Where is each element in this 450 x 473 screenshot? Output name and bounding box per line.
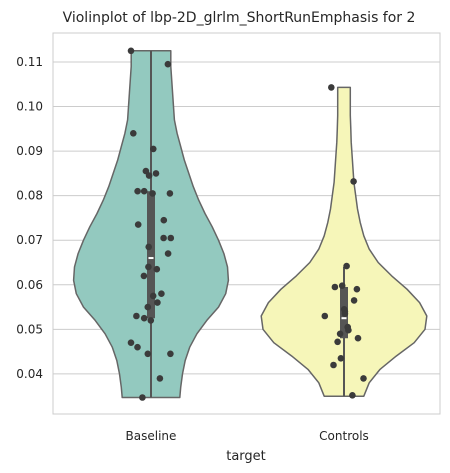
data-point [133, 312, 140, 320]
median-marker [341, 317, 347, 320]
y-tick-label: 0.04 [16, 367, 43, 381]
data-point [140, 187, 148, 195]
data-point [160, 234, 167, 242]
median-marker [148, 257, 154, 260]
y-tick-label: 0.11 [16, 55, 43, 69]
data-point [127, 339, 135, 347]
data-point [156, 375, 164, 382]
data-point [328, 84, 335, 91]
data-point [160, 216, 168, 224]
x-axis-label: target [226, 449, 266, 464]
data-point [127, 47, 135, 55]
data-point [145, 263, 152, 271]
data-point [336, 330, 344, 338]
data-point [321, 312, 329, 320]
data-point [338, 282, 346, 290]
data-point [139, 394, 146, 401]
chart-title: Violinplot of lbp-2D_glrlm_ShortRunEmpha… [63, 10, 416, 26]
data-point [134, 187, 141, 195]
data-point [150, 145, 157, 153]
data-point [167, 350, 174, 358]
data-point [140, 314, 148, 322]
violins [72, 50, 428, 399]
data-point [164, 60, 172, 68]
data-point [164, 250, 172, 257]
data-point [349, 392, 356, 399]
data-point [134, 221, 142, 228]
data-point [343, 262, 350, 270]
data-point [158, 290, 165, 298]
y-tick-label: 0.06 [16, 278, 43, 292]
data-point [154, 299, 161, 306]
data-point [140, 272, 148, 280]
data-point [345, 326, 352, 334]
data-point [144, 350, 152, 358]
data-point [360, 375, 367, 382]
x-tick-label: Baseline [126, 429, 177, 443]
data-point [149, 190, 156, 197]
data-point [130, 130, 137, 137]
data-point [149, 292, 157, 300]
plot-frame [52, 32, 441, 415]
violin-controls [260, 86, 428, 397]
data-point [337, 355, 345, 362]
data-point [145, 243, 152, 251]
data-point [152, 170, 160, 177]
data-point [147, 317, 155, 324]
y-tick-label: 0.09 [16, 144, 43, 158]
data-point [144, 303, 152, 311]
data-point [350, 178, 357, 185]
y-tick-labels: 0.04 0.05 0.06 0.07 0.08 0.09 0.10 0.11 [16, 55, 43, 381]
data-point [166, 190, 174, 197]
data-point [334, 338, 341, 346]
data-point [354, 334, 362, 342]
data-point [341, 310, 349, 318]
data-point [134, 343, 141, 351]
y-tick-label: 0.10 [16, 100, 43, 114]
y-tick-label: 0.07 [16, 233, 43, 247]
data-point [353, 285, 361, 293]
data-point [331, 283, 339, 291]
data-point [167, 234, 175, 242]
strip-points [127, 47, 367, 401]
x-tick-labels: Baseline Controls [126, 429, 369, 443]
y-tick-label: 0.08 [16, 189, 43, 203]
data-point [350, 297, 358, 304]
iqr-box [147, 191, 155, 319]
data-point [153, 265, 161, 273]
y-tick-label: 0.05 [16, 322, 43, 336]
x-tick-label: Controls [319, 429, 369, 443]
data-point [145, 172, 153, 179]
data-point [330, 361, 337, 369]
